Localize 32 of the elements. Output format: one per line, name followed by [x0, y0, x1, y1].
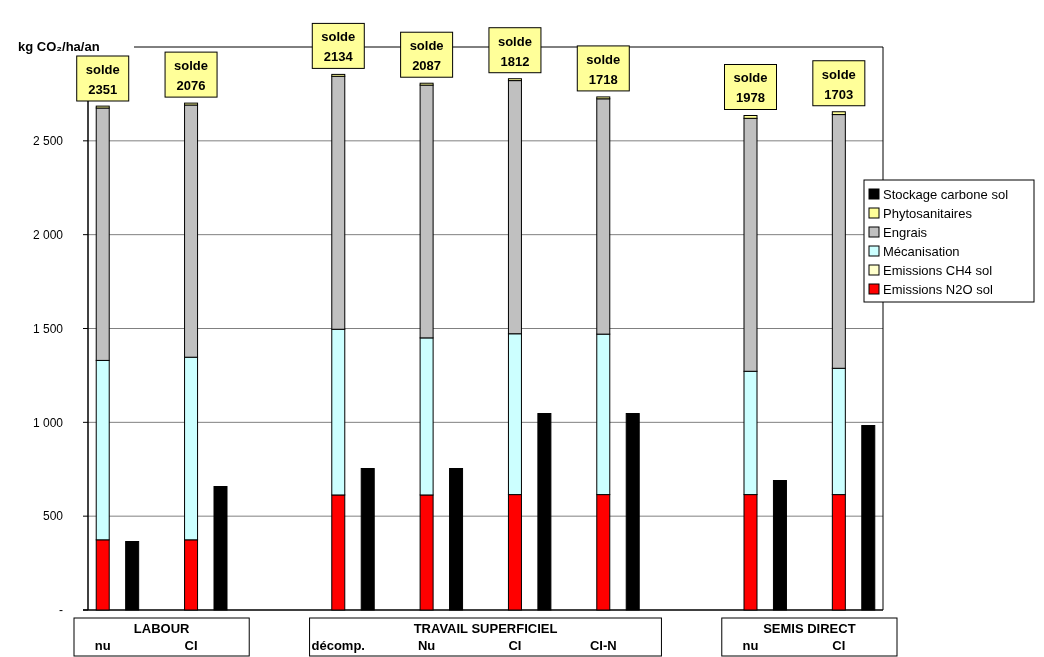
x-tick-label: nu	[94, 638, 111, 653]
total-label: solde 1812	[497, 33, 532, 69]
legend-label: Engrais	[883, 224, 928, 240]
text: LABOUR	[133, 621, 191, 636]
x-tick-label: CI	[832, 638, 846, 653]
total-label: solde 2134	[321, 29, 356, 65]
text: TRAVAIL SUPERFICIEL	[413, 621, 558, 636]
y-tick-label: -	[59, 603, 63, 618]
legend-label: Phytosanitaires	[883, 205, 973, 221]
y-tick-label: 1 500	[32, 321, 64, 336]
legend-label: Emissions CH4 sol	[883, 262, 993, 278]
y-tick-label: 500	[42, 509, 64, 524]
x-tick-label: Nu	[417, 638, 436, 653]
x-tick-label: nu	[742, 638, 759, 653]
legend-label: Mécanisation	[883, 243, 960, 259]
x-tick-label: décomp.	[311, 638, 366, 653]
total-label: solde 1978	[733, 70, 768, 106]
total-label: solde 1703	[821, 66, 856, 102]
y-tick-label: 1 000	[32, 415, 64, 430]
total-label: solde 2076	[174, 58, 209, 94]
x-tick-label: CI	[184, 638, 198, 653]
x-tick-label: CI-N	[589, 638, 617, 653]
y-tick-label: 2 500	[32, 134, 64, 149]
text: SEMIS DIRECT	[763, 621, 856, 636]
total-label: solde 2351	[85, 62, 120, 97]
legend-label: Stockage carbone sol	[883, 186, 1009, 202]
y-tick-label: 2 000	[32, 227, 64, 242]
y-axis-title: kg CO₂/ha/an	[18, 39, 100, 54]
total-label: solde 2087	[409, 38, 444, 74]
legend-label: Emissions N2O sol	[883, 281, 993, 297]
x-tick-label: CI	[508, 638, 522, 653]
total-label: solde 1718	[586, 51, 621, 87]
